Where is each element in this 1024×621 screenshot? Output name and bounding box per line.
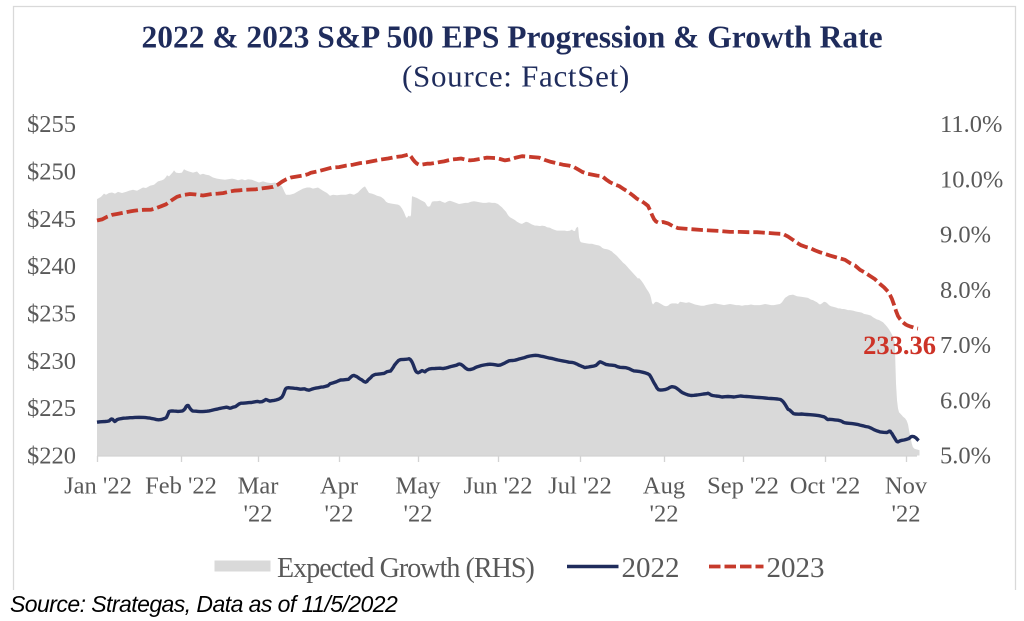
svg-text:$220: $220: [27, 443, 76, 470]
svg-text:5.0%: 5.0%: [940, 443, 991, 470]
svg-text:2022: 2022: [622, 552, 680, 584]
svg-text:Mar: Mar: [238, 473, 279, 500]
svg-text:9.0%: 9.0%: [940, 222, 991, 249]
svg-text:Jun '22: Jun '22: [463, 473, 532, 500]
svg-text:Nov: Nov: [885, 473, 928, 500]
svg-text:Expected Growth (RHS): Expected Growth (RHS): [277, 553, 535, 584]
svg-text:2023: 2023: [767, 552, 825, 584]
svg-text:Jul '22: Jul '22: [548, 473, 612, 500]
svg-text:$225: $225: [27, 395, 76, 422]
svg-text:Jan '22: Jan '22: [64, 473, 132, 500]
svg-text:Apr: Apr: [320, 473, 358, 500]
svg-text:233.36: 233.36: [863, 330, 936, 360]
svg-text:10.0%: 10.0%: [940, 166, 1003, 193]
svg-text:'22: '22: [892, 501, 921, 528]
svg-text:11.0%: 11.0%: [940, 111, 1002, 138]
svg-text:Feb '22: Feb '22: [145, 473, 217, 500]
svg-text:$255: $255: [27, 111, 76, 138]
svg-text:Oct '22: Oct '22: [790, 473, 860, 500]
svg-text:$235: $235: [27, 301, 76, 328]
svg-text:$230: $230: [27, 348, 76, 375]
svg-text:$240: $240: [27, 253, 76, 280]
svg-text:7.0%: 7.0%: [940, 332, 991, 359]
svg-text:$245: $245: [27, 206, 76, 233]
svg-text:Aug: Aug: [643, 473, 685, 500]
svg-text:2022 & 2023 S&P 500 EPS Progre: 2022 & 2023 S&P 500 EPS Progression & Gr…: [141, 19, 882, 54]
svg-text:6.0%: 6.0%: [940, 387, 991, 414]
svg-text:'22: '22: [650, 501, 679, 528]
svg-text:'22: '22: [325, 501, 354, 528]
svg-text:Source: Strategas, Data as of: Source: Strategas, Data as of 11/5/2022: [10, 591, 398, 617]
svg-text:(Source: FactSet): (Source: FactSet): [402, 59, 630, 94]
svg-text:'22: '22: [244, 501, 273, 528]
svg-text:Sep '22: Sep '22: [707, 473, 779, 500]
svg-text:8.0%: 8.0%: [940, 277, 991, 304]
svg-text:$250: $250: [27, 159, 76, 186]
svg-text:'22: '22: [404, 501, 433, 528]
svg-text:May: May: [396, 473, 442, 500]
